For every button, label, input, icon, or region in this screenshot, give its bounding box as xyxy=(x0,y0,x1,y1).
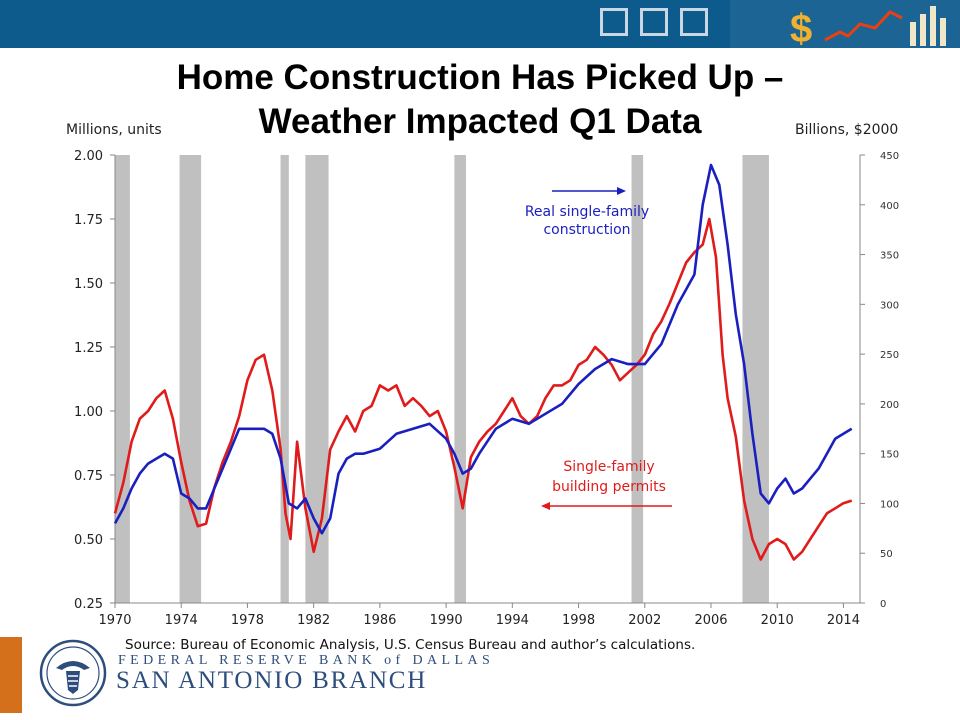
permits-line xyxy=(113,217,853,561)
right-axis-tick-label: 400 xyxy=(880,201,899,212)
right-axis-tick-label: 450 xyxy=(880,151,899,162)
recession-band xyxy=(631,155,644,603)
federal-reserve-seal-logo xyxy=(39,639,107,707)
construction-arrow-head xyxy=(617,187,626,195)
left-axis-tick-label: 1.25 xyxy=(74,341,103,356)
x-axis-tick-label: 1978 xyxy=(231,613,264,628)
construction-line xyxy=(113,163,853,535)
header-square xyxy=(680,8,708,36)
header-square xyxy=(640,8,668,36)
right-axis-tick-label: 350 xyxy=(880,251,899,262)
header-square xyxy=(600,8,628,36)
right-axis-tick-label: 0 xyxy=(880,599,886,610)
left-axis-tick-label: 1.75 xyxy=(74,213,103,228)
recession-band xyxy=(454,155,466,603)
left-axis-tick-label: 2.00 xyxy=(74,149,103,164)
x-axis-tick-label: 1998 xyxy=(562,613,595,628)
source-note: Source: Bureau of Economic Analysis, U.S… xyxy=(125,637,696,653)
x-axis-tick-label: 2010 xyxy=(761,613,794,628)
permits-annotation: Single-family building permits xyxy=(552,459,666,495)
right-axis-tick-label: 100 xyxy=(880,499,899,510)
left-axis-tick-label: 0.50 xyxy=(74,533,103,548)
finance-collage-decoration: $ xyxy=(730,0,960,48)
series-layer xyxy=(113,163,853,561)
left-axis-tick-label: 0.75 xyxy=(74,469,103,484)
x-axis-tick-label: 1990 xyxy=(430,613,463,628)
permits-arrow-head xyxy=(541,502,550,510)
branch-name: SAN ANTONIO BRANCH xyxy=(116,667,428,694)
recession-shading xyxy=(115,155,769,603)
header-squares-decoration xyxy=(600,8,708,36)
x-axis-tick-label: 2006 xyxy=(694,613,727,628)
x-axis-tick-label: 2002 xyxy=(628,613,661,628)
header-band: $ xyxy=(0,0,960,48)
right-axis-tick-label: 300 xyxy=(880,300,899,311)
right-axis-label: Billions, $2000 xyxy=(795,122,899,138)
svg-text:$: $ xyxy=(790,7,812,48)
x-axis-tick-label: 1986 xyxy=(363,613,396,628)
left-axis-tick-label: 1.50 xyxy=(74,277,103,292)
x-axis: 1970 1974 1978 1982 1986 1990 1994 1998 2002 2006… xyxy=(98,602,860,628)
recession-band xyxy=(115,155,130,603)
x-axis-tick-label: 1974 xyxy=(165,613,198,628)
right-axis-tick-label: 150 xyxy=(880,450,899,461)
x-axis-tick-label: 1982 xyxy=(297,613,330,628)
title-line-2: Weather Impacted Q1 Data xyxy=(258,102,702,141)
bank-name: FEDERAL RESERVE BANK of DALLAS xyxy=(118,653,495,668)
right-axis-tick-label: 50 xyxy=(880,549,893,560)
annotations: Real single-family construction Single-fam… xyxy=(525,187,672,510)
x-axis-tick-label: 2014 xyxy=(827,613,860,628)
recession-band xyxy=(280,155,289,603)
right-axis-tick-label: 250 xyxy=(880,350,899,361)
right-axis-tick-label: 200 xyxy=(880,400,899,411)
recession-band xyxy=(305,155,329,603)
left-axis-tick-label: 0.25 xyxy=(74,597,103,612)
left-axis-tick-label: 1.00 xyxy=(74,405,103,420)
x-axis-tick-label: 1994 xyxy=(496,613,529,628)
recession-band xyxy=(179,155,202,603)
page-title: Home Construction Has Picked Up – Weathe… xyxy=(0,56,960,144)
construction-annotation: Real single-family construction xyxy=(525,204,649,238)
title-line-1: Home Construction Has Picked Up – xyxy=(176,58,784,97)
right-axis: 0 50 100 150 200 250 300 350 400 450 xyxy=(859,151,899,610)
left-axis-label: Millions, units xyxy=(66,122,162,138)
footer-accent-bar xyxy=(0,637,22,713)
left-axis: 0.25 0.50 0.75 1.00 1.25 1.50 1.75 2.00 xyxy=(74,149,116,612)
x-axis-tick-label: 1970 xyxy=(98,613,131,628)
